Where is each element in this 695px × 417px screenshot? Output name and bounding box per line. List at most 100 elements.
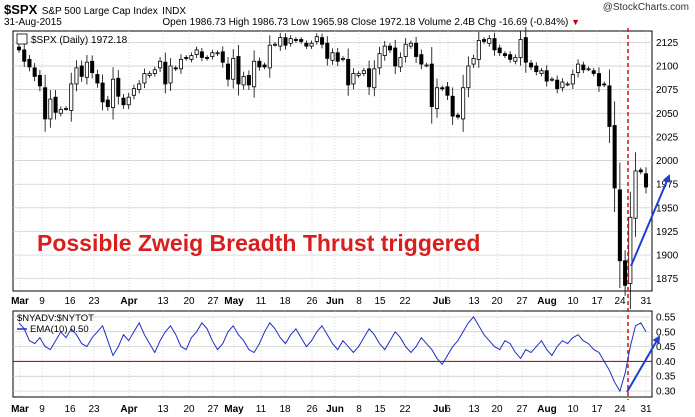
candle-body [163, 61, 168, 85]
candle-body [455, 114, 460, 118]
candle-body [116, 77, 121, 97]
breadth-x-label: 9 [39, 404, 45, 415]
breadth-x-label: 8 [356, 404, 362, 415]
volume-label: Volume [418, 17, 452, 28]
candle-body [607, 85, 612, 127]
close-label: Close [350, 17, 377, 28]
candle-body [419, 54, 424, 65]
price-x-label: Mar [11, 296, 29, 307]
candle-body [570, 74, 575, 85]
chg-label: Chg [477, 17, 497, 28]
breadth-tick-label: 0.40 [656, 357, 676, 368]
candle-body [241, 75, 246, 86]
price-x-label: 8 [356, 296, 362, 307]
candle-body [215, 52, 220, 55]
candle-body [90, 60, 95, 74]
stockcharts-logo: @StockCharts.com [602, 2, 689, 13]
price-x-label: Jul [433, 296, 448, 307]
breadth-x-label: Aug [537, 404, 556, 415]
breadth-trend-arrow [626, 335, 661, 393]
price-tick-label: 2075 [656, 85, 679, 96]
candle-body [466, 65, 471, 89]
candle-body [612, 125, 617, 189]
candle-body [471, 58, 476, 65]
candle-body [152, 69, 157, 74]
candle-body [231, 58, 236, 80]
breadth-x-label: 18 [279, 404, 291, 415]
low-label: Low [290, 17, 310, 28]
close-value: 1972.18 [379, 17, 416, 28]
ticker-symbol: $SPX [4, 2, 38, 17]
candle-body [367, 68, 372, 88]
candle-body [189, 55, 194, 60]
open-value: 1986.73 [189, 17, 226, 28]
price-x-label: 10 [567, 296, 579, 307]
price-tick-label: 2025 [656, 132, 679, 143]
candle-body [320, 37, 325, 45]
candle-body [27, 58, 32, 68]
chart-date: 31-Aug-2015 [4, 17, 62, 28]
price-tick-label: 1875 [656, 274, 679, 285]
breadth-legend-label: EMA(10) 0.50 [30, 324, 89, 335]
candle-body [184, 57, 189, 59]
candle-body [304, 42, 309, 47]
breadth-x-label: 27 [516, 404, 528, 415]
candle-body [581, 64, 586, 71]
candle-body [278, 37, 283, 47]
candle-body [518, 39, 523, 58]
candle-body [638, 169, 643, 173]
price-x-label: May [224, 296, 244, 307]
candle-body [361, 70, 366, 74]
candle-body [508, 54, 513, 60]
candle-body [299, 39, 304, 42]
candle-body [565, 83, 570, 86]
candle-body [48, 98, 53, 120]
price-tick-label: 2125 [656, 38, 679, 49]
candle-body [210, 52, 215, 57]
candle-body [586, 68, 591, 71]
candle-body [32, 67, 37, 77]
price-x-label: 13 [468, 296, 480, 307]
candle-body [142, 73, 147, 84]
candle-body [43, 87, 48, 120]
candle-body [257, 60, 262, 68]
chart-header-row-1: $SPX S&P 500 Large Cap Index INDX [4, 1, 186, 19]
volume-value: 2.4B [454, 17, 475, 28]
candle-body [576, 63, 581, 74]
price-x-label: 18 [279, 296, 291, 307]
candle-body [84, 61, 89, 78]
candle-body [513, 57, 518, 62]
candle-body [267, 44, 272, 69]
candle-body [633, 170, 638, 219]
candle-body [555, 79, 560, 90]
breadth-x-label: 27 [207, 404, 219, 415]
candle-body [403, 43, 408, 57]
candle-body [273, 43, 278, 46]
candle-body [283, 37, 288, 46]
candle-body [262, 64, 267, 68]
candle-body [69, 83, 74, 111]
candle-body [393, 47, 398, 67]
price-x-label: 26 [306, 296, 318, 307]
candle-body [22, 49, 27, 62]
breadth-x-label: 13 [157, 404, 169, 415]
price-x-label: Aug [537, 296, 556, 307]
candle-body [351, 73, 356, 85]
price-x-label: 24 [614, 296, 626, 307]
candle-body [544, 70, 549, 82]
price-x-label: Jun [326, 296, 344, 307]
candle-body [314, 36, 319, 42]
candle-body [293, 39, 298, 41]
candle-body [246, 75, 251, 86]
down-triangle-icon: ▼ [571, 17, 581, 27]
breadth-x-label: 6 [445, 404, 451, 415]
breadth-x-label: 15 [374, 404, 386, 415]
candle-body [199, 51, 204, 58]
candle-body [147, 73, 152, 76]
price-tick-label: 1925 [656, 227, 679, 238]
price-x-label: 16 [64, 296, 76, 307]
candle-body [560, 81, 565, 89]
candle-body [205, 57, 210, 59]
candle-body [429, 63, 434, 108]
